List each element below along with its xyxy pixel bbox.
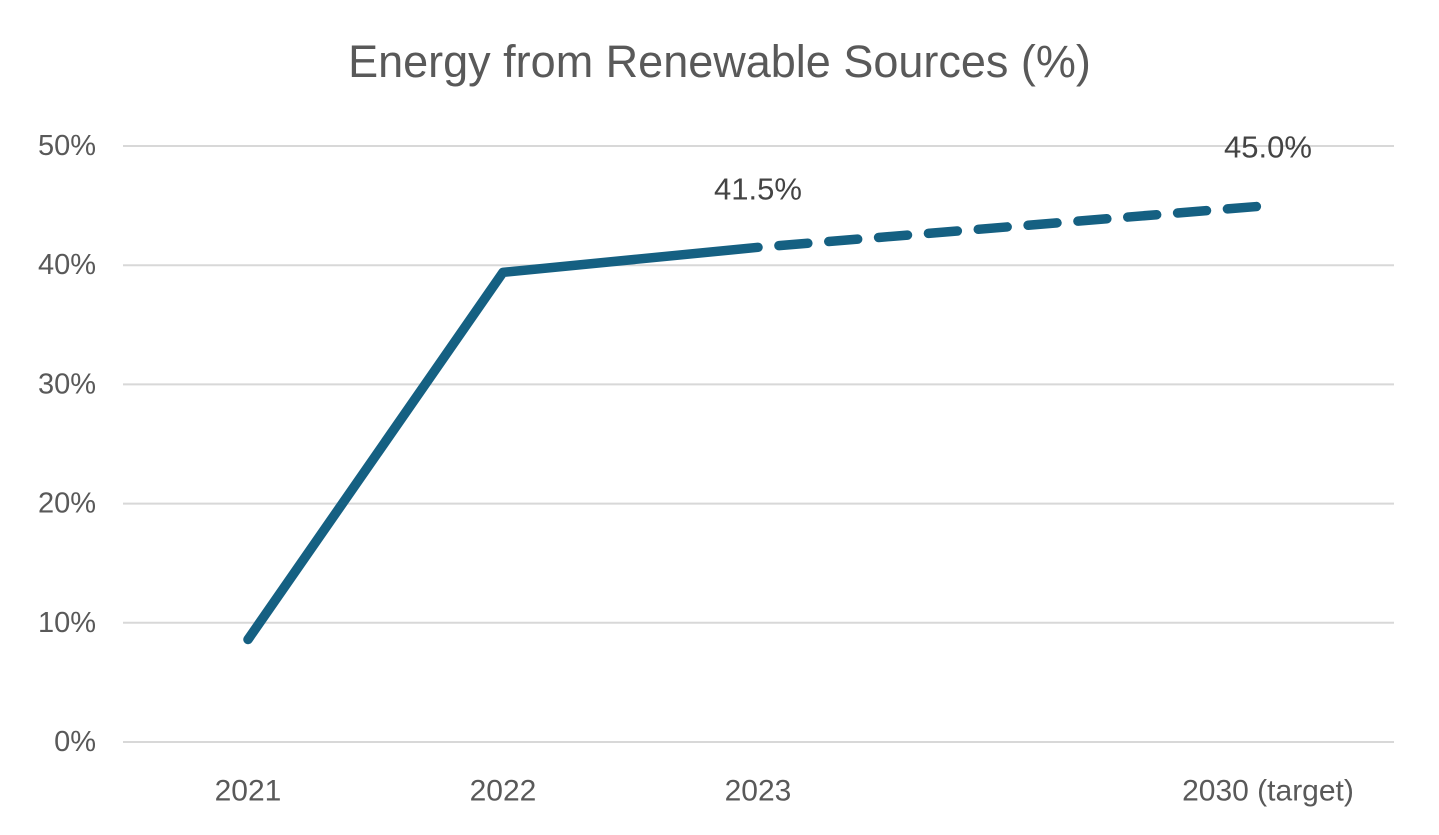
x-axis-tick-label: 2030 (target) — [1182, 775, 1354, 808]
y-axis-tick-label: 0% — [54, 726, 96, 758]
x-axis-tick-label: 2021 — [215, 775, 282, 808]
data-label: 41.5% — [714, 171, 802, 206]
y-axis-tick-label: 40% — [38, 249, 96, 281]
y-axis-tick-label: 30% — [38, 368, 96, 400]
data-label: 45.0% — [1224, 130, 1312, 165]
x-axis-tick-label: 2022 — [470, 775, 537, 808]
y-axis-tick-label: 20% — [38, 488, 96, 520]
x-axis-tick-label: 2023 — [725, 775, 792, 808]
series-line-dashed-target — [753, 200, 1273, 253]
chart-title: Energy from Renewable Sources (%) — [348, 36, 1091, 87]
y-axis-tick-label: 10% — [38, 607, 96, 639]
series-line-solid — [243, 242, 763, 645]
y-axis-tick-label: 50% — [38, 130, 96, 162]
